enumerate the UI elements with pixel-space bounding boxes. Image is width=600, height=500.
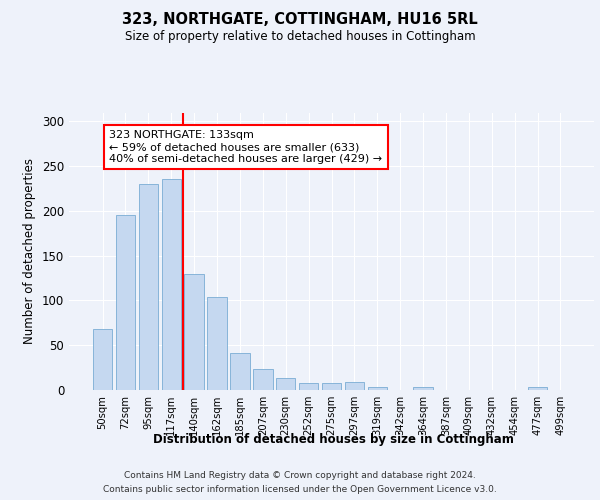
Bar: [253, 370, 272, 390]
Bar: [208, 297, 227, 390]
Text: Distribution of detached houses by size in Cottingham: Distribution of detached houses by size …: [152, 432, 514, 446]
Bar: [528, 388, 547, 390]
Bar: [93, 329, 112, 390]
Bar: [161, 178, 181, 390]
Bar: [116, 214, 135, 390]
Bar: [276, 378, 295, 390]
Bar: [230, 354, 250, 390]
Bar: [184, 274, 204, 390]
Text: Contains HM Land Registry data © Crown copyright and database right 2024.: Contains HM Land Registry data © Crown c…: [124, 471, 476, 480]
Text: Size of property relative to detached houses in Cottingham: Size of property relative to detached ho…: [125, 30, 475, 43]
Bar: [299, 383, 319, 390]
Bar: [413, 388, 433, 390]
Bar: [368, 388, 387, 390]
Text: 323, NORTHGATE, COTTINGHAM, HU16 5RL: 323, NORTHGATE, COTTINGHAM, HU16 5RL: [122, 12, 478, 28]
Bar: [139, 184, 158, 390]
Y-axis label: Number of detached properties: Number of detached properties: [23, 158, 37, 344]
Bar: [344, 382, 364, 390]
Text: 323 NORTHGATE: 133sqm
← 59% of detached houses are smaller (633)
40% of semi-det: 323 NORTHGATE: 133sqm ← 59% of detached …: [109, 130, 383, 164]
Text: Contains public sector information licensed under the Open Government Licence v3: Contains public sector information licen…: [103, 485, 497, 494]
Bar: [322, 383, 341, 390]
